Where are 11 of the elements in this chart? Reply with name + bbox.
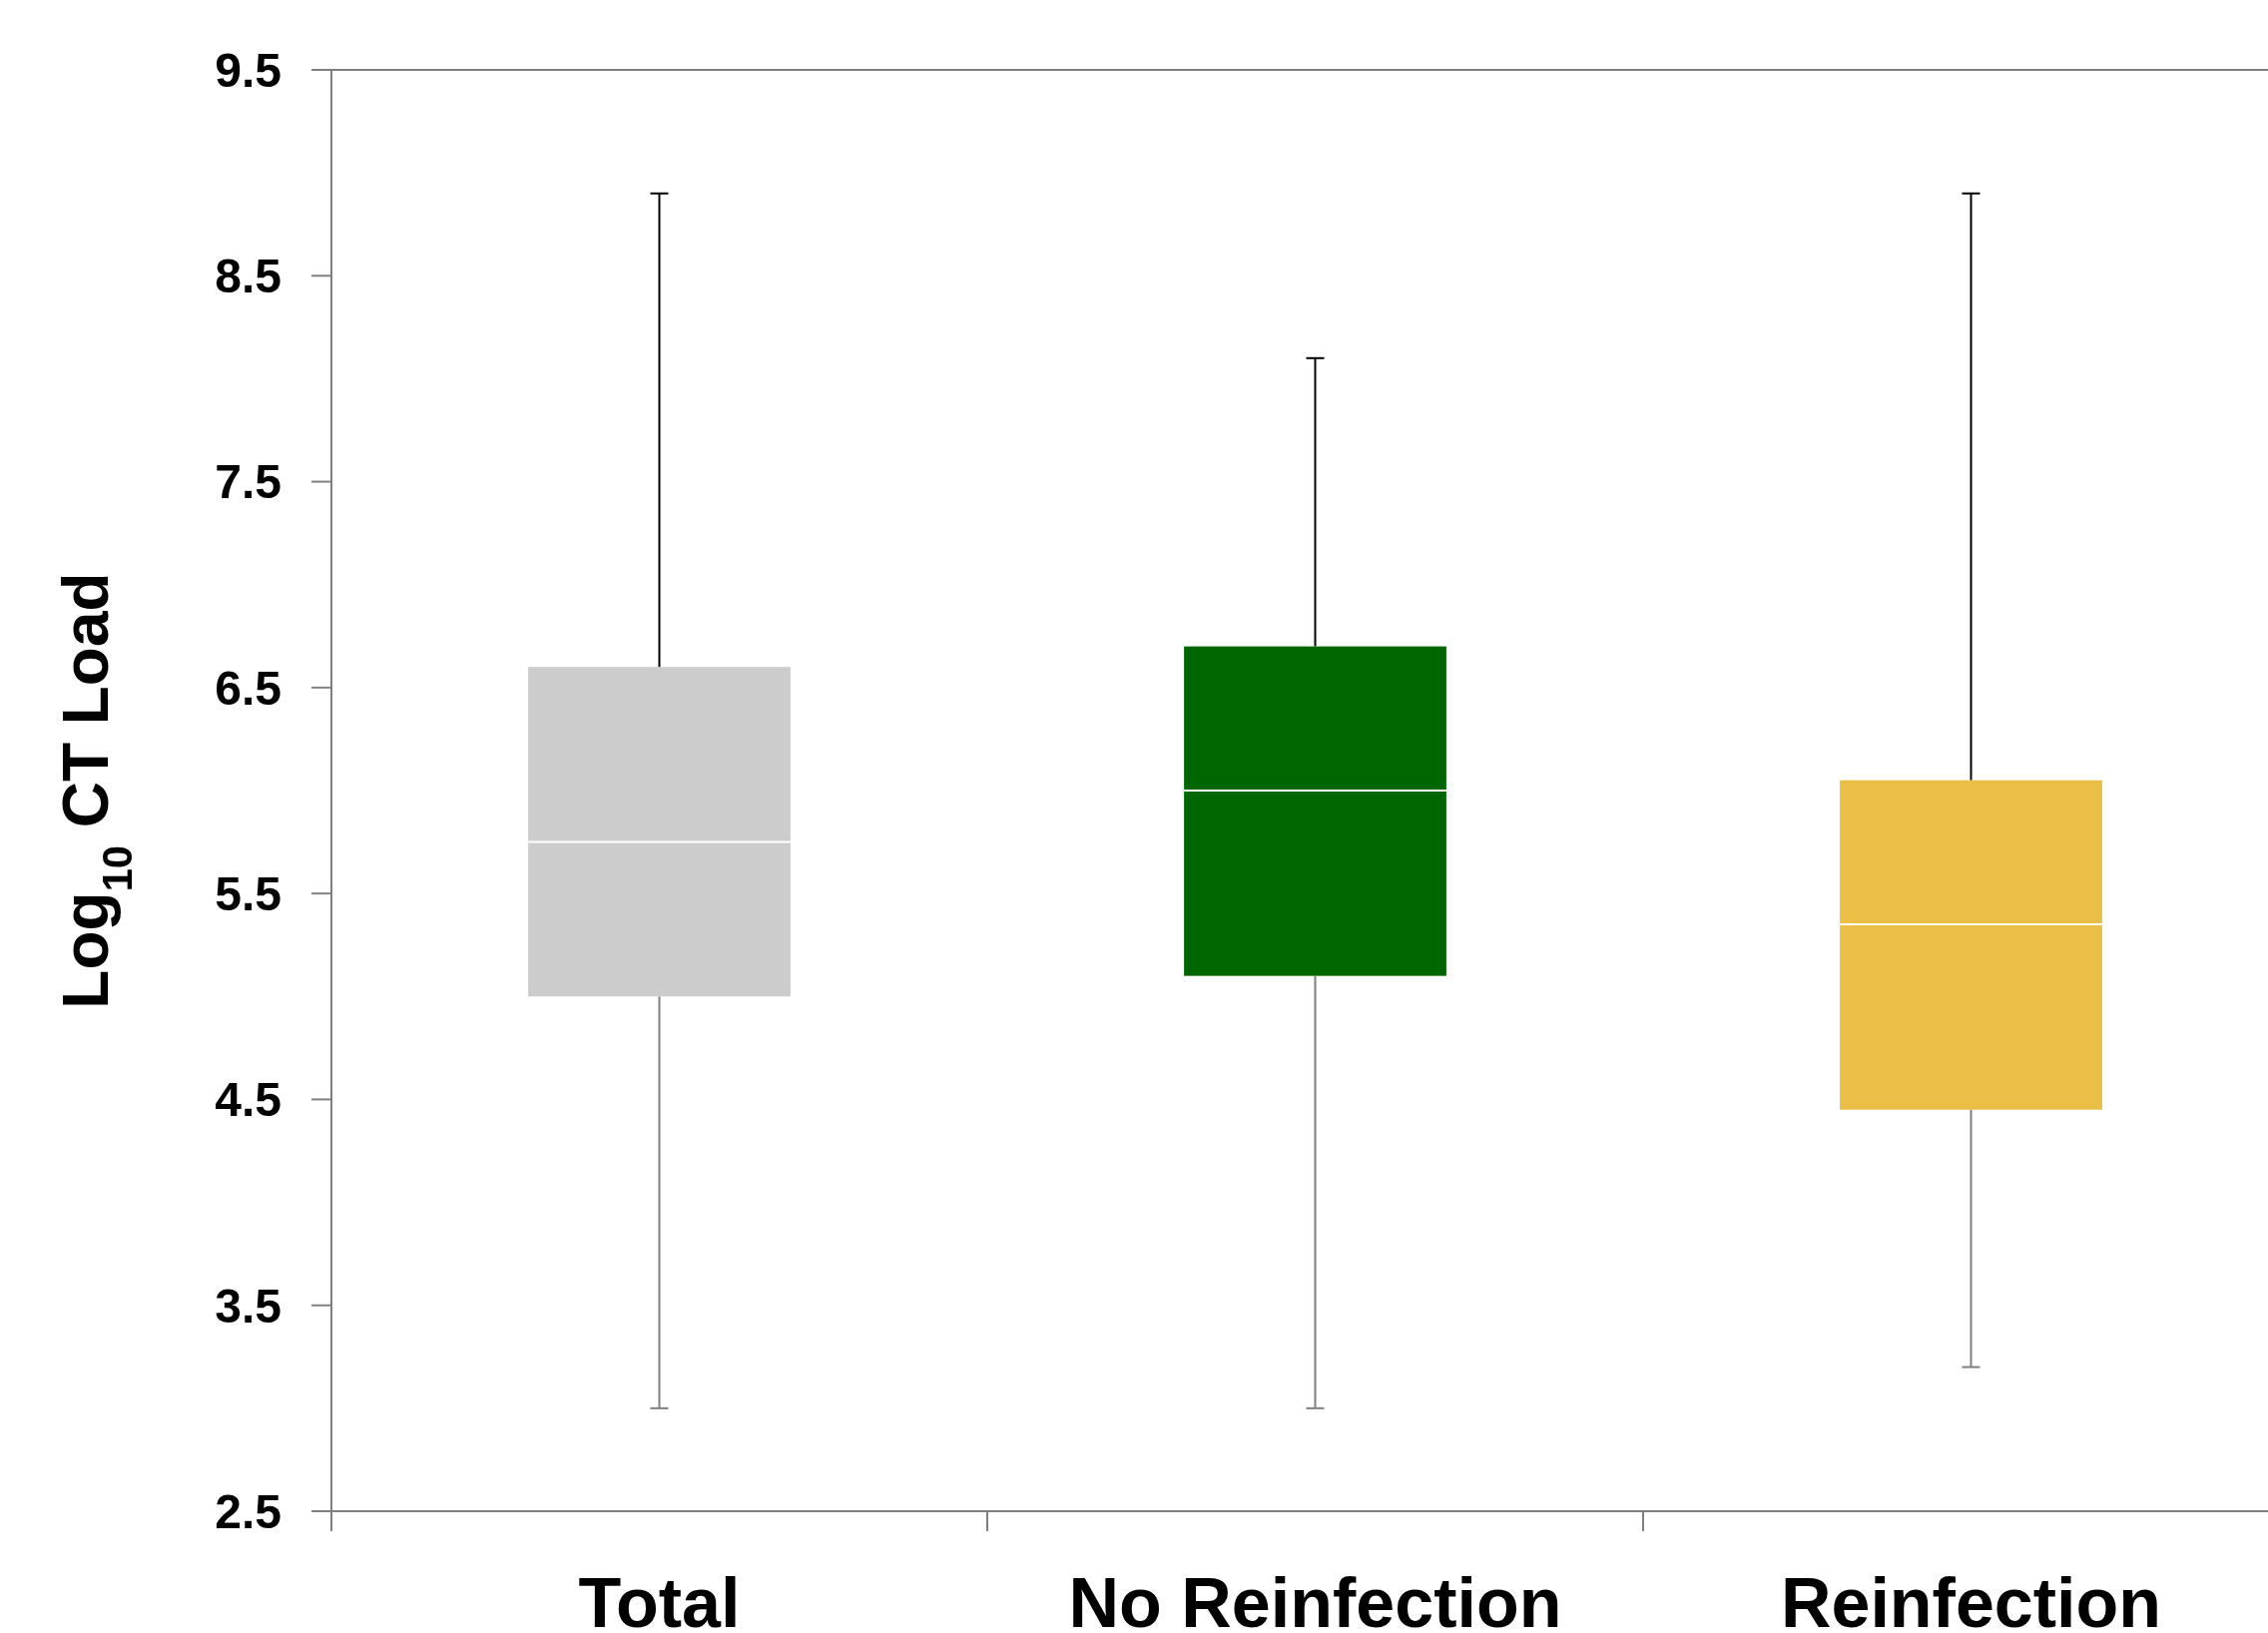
y-tick-label: 6.5 — [215, 661, 282, 715]
y-tick-label: 7.5 — [215, 455, 282, 509]
y-tick-label: 4.5 — [215, 1073, 282, 1127]
x-tick-label: Reinfection — [1780, 1564, 2162, 1633]
y-tick-label: 5.5 — [215, 866, 282, 920]
y-tick-label: 8.5 — [215, 250, 282, 303]
y-tick-label: 2.5 — [215, 1484, 282, 1538]
y-tick-label: 9.5 — [215, 43, 282, 97]
x-tick-label: Total — [578, 1564, 741, 1633]
x-tick-label: No Reinfection — [1068, 1564, 1562, 1633]
y-tick-label: 3.5 — [215, 1279, 282, 1333]
